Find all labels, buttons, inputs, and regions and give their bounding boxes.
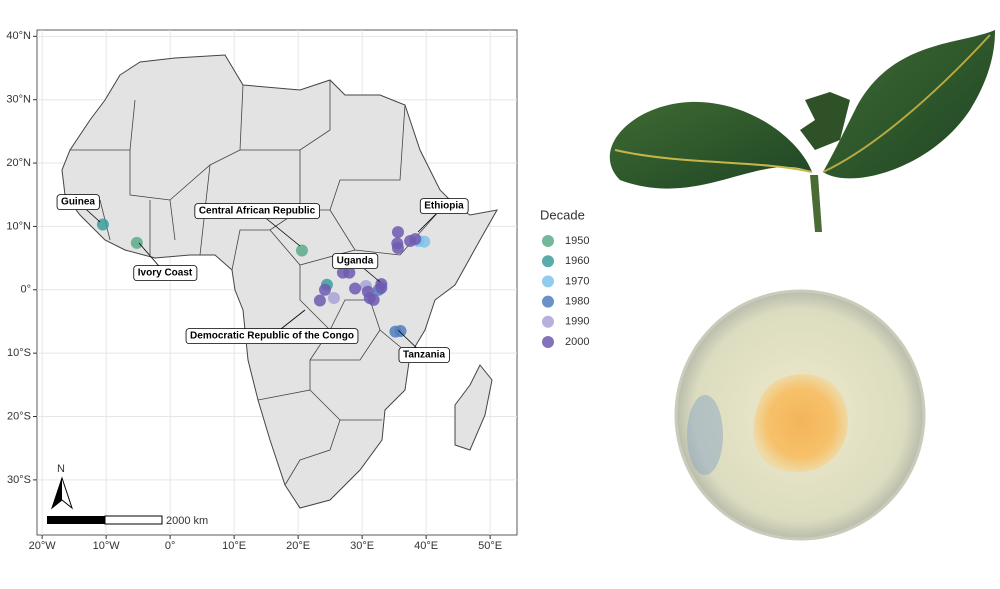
annotation-box	[185, 328, 359, 345]
point	[349, 282, 362, 295]
y-tick-label: 30°S	[7, 474, 31, 486]
y-tick-label: 10°N	[6, 220, 31, 232]
legend-swatch	[542, 336, 554, 348]
point	[313, 294, 326, 307]
point	[327, 292, 340, 305]
annotation-box	[56, 194, 100, 211]
x-tick-label: 10°W	[93, 540, 121, 552]
legend-swatch	[542, 235, 554, 247]
annotation-box	[398, 347, 450, 364]
y-tick-label: 40°N	[6, 30, 31, 42]
legend-swatch	[542, 295, 554, 308]
scale-label: 2000 km	[166, 515, 208, 527]
legend-label: 1960	[565, 255, 589, 267]
point	[391, 226, 404, 239]
north-arrow	[50, 476, 74, 510]
annotation-box	[194, 203, 320, 220]
x-tick-label: 20°W	[29, 540, 57, 552]
leaf-photo	[609, 30, 995, 232]
annotation: Tanzania	[403, 350, 445, 361]
annotation-box	[332, 253, 379, 270]
annotation: Ivory Coast	[138, 268, 193, 279]
y-tick-label: 20°S	[7, 410, 31, 422]
point	[295, 244, 308, 257]
point	[367, 293, 380, 306]
legend-swatch	[542, 315, 554, 328]
x-tick-label: 30°E	[350, 540, 374, 552]
y-tick-label: 0°	[20, 284, 31, 296]
point	[319, 283, 331, 296]
annotation-box	[133, 265, 198, 282]
annotation-box	[419, 198, 469, 215]
y-tick-label: 10°S	[7, 347, 31, 359]
north-label: N	[57, 463, 65, 475]
annotation: Democratic Republic of the Congo	[190, 331, 354, 342]
petri-dish-photo	[674, 289, 926, 541]
point	[130, 236, 143, 249]
x-tick-label: 20°E	[286, 540, 310, 552]
point	[375, 281, 388, 294]
scale-bar	[47, 516, 105, 524]
y-tick-label: 30°N	[6, 94, 31, 106]
point	[409, 233, 422, 246]
legend-swatch	[542, 275, 554, 288]
africa	[61, 54, 498, 509]
x-tick-label: 40°E	[414, 540, 438, 552]
legend-label: 1970	[565, 275, 589, 287]
points	[96, 218, 431, 338]
point	[394, 324, 407, 337]
x-tick-label: 10°E	[222, 540, 246, 552]
legend-swatch	[542, 255, 554, 268]
annotation: Central African Republic	[199, 206, 316, 217]
point	[391, 241, 404, 254]
scale-bar	[104, 515, 163, 525]
annotation: Guinea	[61, 197, 95, 208]
x-tick-label: 0°	[165, 540, 176, 552]
legend-label: 1980	[565, 296, 589, 308]
africa-map	[61, 54, 498, 509]
legend-label: 1950	[565, 235, 589, 247]
legend-label: 2000	[565, 336, 589, 348]
annotation: Uganda	[337, 256, 374, 267]
x-tick-label: 50°E	[478, 540, 502, 552]
legend-label: 1990	[565, 316, 589, 328]
y-tick-label: 20°N	[6, 157, 31, 169]
legend-title: Decade	[540, 207, 585, 222]
point	[343, 266, 356, 279]
annotation: Ethiopia	[424, 201, 464, 212]
madagascar	[454, 364, 493, 451]
